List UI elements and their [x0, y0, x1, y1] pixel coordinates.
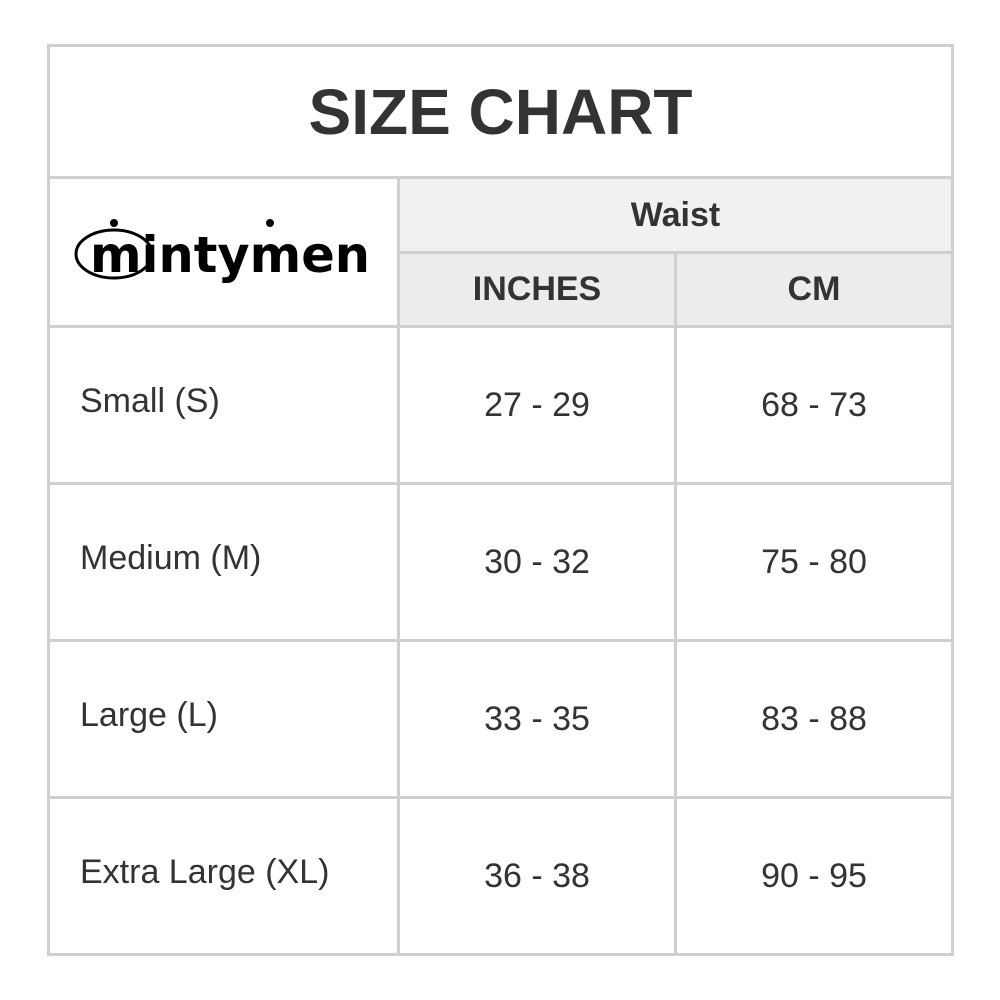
inches-value: 30 - 32 — [397, 482, 677, 642]
size-label: Extra Large (XL) — [47, 796, 400, 956]
size-label: Large (L) — [47, 639, 400, 799]
inches-value: 27 - 29 — [397, 325, 677, 485]
inches-value: 36 - 38 — [397, 796, 677, 956]
brand-logo: mintymen — [47, 176, 400, 328]
inches-header: INCHES — [397, 251, 677, 328]
waist-header: Waist — [397, 176, 954, 254]
cm-value: 68 - 73 — [674, 325, 954, 485]
cm-value: 83 - 88 — [674, 639, 954, 799]
cm-header: CM — [674, 251, 954, 328]
inches-value: 33 - 35 — [397, 639, 677, 799]
cm-value: 75 - 80 — [674, 482, 954, 642]
mintymen-logo-icon: mintymen — [74, 219, 370, 284]
cm-value: 90 - 95 — [674, 796, 954, 956]
size-label: Medium (M) — [47, 482, 400, 642]
page-title: SIZE CHART — [47, 44, 954, 179]
size-label: Small (S) — [47, 325, 400, 485]
svg-text:mintymen: mintymen — [90, 226, 370, 284]
